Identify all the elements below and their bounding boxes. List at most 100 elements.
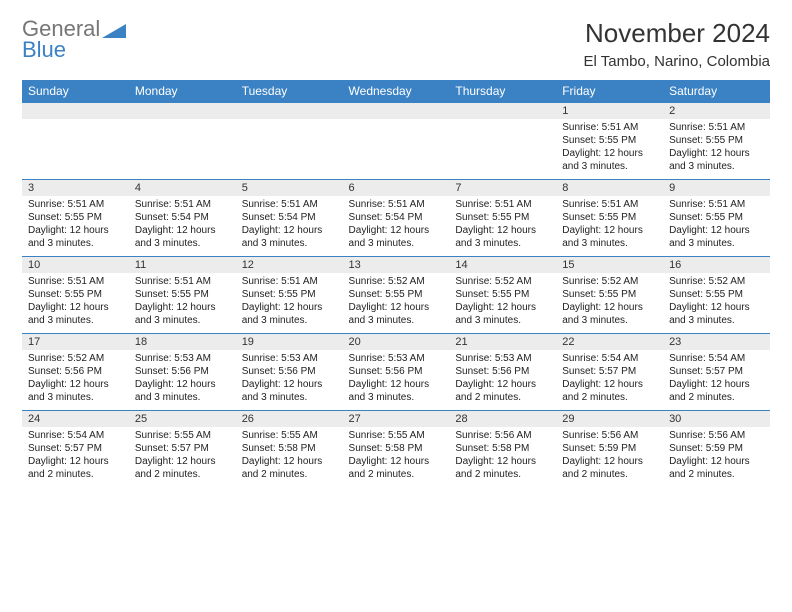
sunrise-text: Sunrise: 5:52 AM: [28, 352, 123, 365]
sunrise-text: Sunrise: 5:56 AM: [562, 429, 657, 442]
day-details: Sunrise: 5:56 AMSunset: 5:58 PMDaylight:…: [449, 427, 556, 487]
sunrise-text: Sunrise: 5:54 AM: [562, 352, 657, 365]
calendar-cell: 9Sunrise: 5:51 AMSunset: 5:55 PMDaylight…: [663, 180, 770, 257]
daylight-text: Daylight: 12 hours and 3 minutes.: [455, 301, 550, 327]
sunset-text: Sunset: 5:54 PM: [135, 211, 230, 224]
sunrise-text: Sunrise: 5:53 AM: [455, 352, 550, 365]
day-details: Sunrise: 5:51 AMSunset: 5:55 PMDaylight:…: [663, 119, 770, 179]
day-number: 24: [22, 411, 129, 427]
sunrise-text: Sunrise: 5:56 AM: [455, 429, 550, 442]
day-number: [236, 103, 343, 119]
calendar-cell: 19Sunrise: 5:53 AMSunset: 5:56 PMDayligh…: [236, 334, 343, 411]
calendar-cell: 21Sunrise: 5:53 AMSunset: 5:56 PMDayligh…: [449, 334, 556, 411]
weekday-header: Sunday: [22, 80, 129, 103]
day-details: Sunrise: 5:52 AMSunset: 5:55 PMDaylight:…: [663, 273, 770, 333]
sunset-text: Sunset: 5:59 PM: [562, 442, 657, 455]
calendar-cell: 1Sunrise: 5:51 AMSunset: 5:55 PMDaylight…: [556, 103, 663, 180]
sunrise-text: Sunrise: 5:51 AM: [242, 275, 337, 288]
day-details: Sunrise: 5:51 AMSunset: 5:55 PMDaylight:…: [129, 273, 236, 333]
calendar-cell: 13Sunrise: 5:52 AMSunset: 5:55 PMDayligh…: [343, 257, 450, 334]
day-number: 13: [343, 257, 450, 273]
calendar-cell: [129, 103, 236, 180]
daylight-text: Daylight: 12 hours and 3 minutes.: [669, 301, 764, 327]
calendar-cell: [22, 103, 129, 180]
day-number: 29: [556, 411, 663, 427]
calendar-cell: 23Sunrise: 5:54 AMSunset: 5:57 PMDayligh…: [663, 334, 770, 411]
calendar-cell: 17Sunrise: 5:52 AMSunset: 5:56 PMDayligh…: [22, 334, 129, 411]
day-number: 8: [556, 180, 663, 196]
sunset-text: Sunset: 5:55 PM: [135, 288, 230, 301]
sunrise-text: Sunrise: 5:53 AM: [349, 352, 444, 365]
day-number: 22: [556, 334, 663, 350]
day-number: 28: [449, 411, 556, 427]
daylight-text: Daylight: 12 hours and 3 minutes.: [28, 224, 123, 250]
day-details: Sunrise: 5:52 AMSunset: 5:55 PMDaylight:…: [556, 273, 663, 333]
day-details: Sunrise: 5:53 AMSunset: 5:56 PMDaylight:…: [449, 350, 556, 410]
calendar-cell: 24Sunrise: 5:54 AMSunset: 5:57 PMDayligh…: [22, 411, 129, 488]
day-details: Sunrise: 5:52 AMSunset: 5:56 PMDaylight:…: [22, 350, 129, 410]
calendar-row: 24Sunrise: 5:54 AMSunset: 5:57 PMDayligh…: [22, 411, 770, 488]
day-details: Sunrise: 5:55 AMSunset: 5:58 PMDaylight:…: [343, 427, 450, 487]
sunset-text: Sunset: 5:55 PM: [455, 211, 550, 224]
calendar-table: Sunday Monday Tuesday Wednesday Thursday…: [22, 80, 770, 487]
day-number: 4: [129, 180, 236, 196]
sunset-text: Sunset: 5:54 PM: [349, 211, 444, 224]
calendar-cell: [343, 103, 450, 180]
calendar-cell: 26Sunrise: 5:55 AMSunset: 5:58 PMDayligh…: [236, 411, 343, 488]
sunset-text: Sunset: 5:56 PM: [455, 365, 550, 378]
daylight-text: Daylight: 12 hours and 3 minutes.: [28, 378, 123, 404]
sunrise-text: Sunrise: 5:51 AM: [562, 121, 657, 134]
calendar-row: 3 Sunrise: 5:51 AMSunset: 5:55 PMDaylight…: [22, 180, 770, 257]
calendar-cell: 10Sunrise: 5:51 AMSunset: 5:55 PMDayligh…: [22, 257, 129, 334]
sunset-text: Sunset: 5:54 PM: [242, 211, 337, 224]
day-number: 19: [236, 334, 343, 350]
sunset-text: Sunset: 5:56 PM: [349, 365, 444, 378]
day-number: 11: [129, 257, 236, 273]
daylight-text: Daylight: 12 hours and 2 minutes.: [669, 455, 764, 481]
day-details: Sunrise: 5:56 AMSunset: 5:59 PMDaylight:…: [556, 427, 663, 487]
triangle-icon: [102, 20, 126, 47]
day-number: 21: [449, 334, 556, 350]
sunset-text: Sunset: 5:58 PM: [242, 442, 337, 455]
sunrise-text: Sunrise: 5:51 AM: [28, 275, 123, 288]
daylight-text: Daylight: 12 hours and 3 minutes.: [242, 378, 337, 404]
day-details: [22, 119, 129, 177]
sunset-text: Sunset: 5:55 PM: [669, 211, 764, 224]
sunset-text: Sunset: 5:58 PM: [349, 442, 444, 455]
daylight-text: Daylight: 12 hours and 3 minutes.: [562, 224, 657, 250]
daylight-text: Daylight: 12 hours and 3 minutes.: [349, 378, 444, 404]
sunrise-text: Sunrise: 5:56 AM: [669, 429, 764, 442]
daylight-text: Daylight: 12 hours and 3 minutes.: [669, 147, 764, 173]
calendar-row: 17Sunrise: 5:52 AMSunset: 5:56 PMDayligh…: [22, 334, 770, 411]
sunrise-text: Sunrise: 5:53 AM: [135, 352, 230, 365]
day-number: 14: [449, 257, 556, 273]
sunset-text: Sunset: 5:56 PM: [135, 365, 230, 378]
daylight-text: Daylight: 12 hours and 3 minutes.: [242, 224, 337, 250]
weekday-header: Saturday: [663, 80, 770, 103]
day-details: Sunrise: 5:55 AMSunset: 5:57 PMDaylight:…: [129, 427, 236, 487]
day-number: 15: [556, 257, 663, 273]
location: El Tambo, Narino, Colombia: [584, 53, 770, 70]
calendar-cell: 18Sunrise: 5:53 AMSunset: 5:56 PMDayligh…: [129, 334, 236, 411]
day-details: Sunrise: 5:53 AMSunset: 5:56 PMDaylight:…: [236, 350, 343, 410]
day-number: [22, 103, 129, 119]
calendar-cell: 14Sunrise: 5:52 AMSunset: 5:55 PMDayligh…: [449, 257, 556, 334]
daylight-text: Daylight: 12 hours and 3 minutes.: [135, 378, 230, 404]
day-number: 3: [22, 180, 129, 196]
calendar-cell: 15Sunrise: 5:52 AMSunset: 5:55 PMDayligh…: [556, 257, 663, 334]
header: General Blue November 2024 El Tambo, Nar…: [22, 18, 770, 70]
sunset-text: Sunset: 5:55 PM: [28, 211, 123, 224]
day-number: 12: [236, 257, 343, 273]
sunset-text: Sunset: 5:55 PM: [28, 288, 123, 301]
daylight-text: Daylight: 12 hours and 3 minutes.: [349, 224, 444, 250]
daylight-text: Daylight: 12 hours and 2 minutes.: [562, 378, 657, 404]
day-details: Sunrise: 5:54 AMSunset: 5:57 PMDaylight:…: [663, 350, 770, 410]
day-details: Sunrise: 5:56 AMSunset: 5:59 PMDaylight:…: [663, 427, 770, 487]
day-number: 26: [236, 411, 343, 427]
day-details: [129, 119, 236, 177]
day-details: Sunrise: 5:51 AMSunset: 5:55 PMDaylight:…: [449, 196, 556, 256]
day-number: 9: [663, 180, 770, 196]
weekday-header: Wednesday: [343, 80, 450, 103]
day-number: 20: [343, 334, 450, 350]
day-details: Sunrise: 5:55 AMSunset: 5:58 PMDaylight:…: [236, 427, 343, 487]
